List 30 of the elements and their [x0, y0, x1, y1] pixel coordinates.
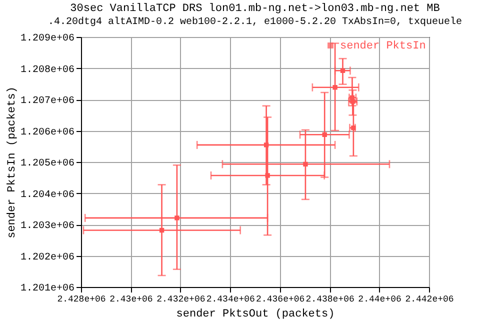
chart-title: 30sec VanillaTCP DRS lon01.mb-ng.net->lon03.mb-ng.net MB — [70, 3, 440, 15]
y-tick-label: 1.206e+06 — [20, 127, 74, 138]
y-tick-label: 1.207e+06 — [20, 96, 74, 107]
point — [264, 142, 269, 148]
point — [303, 162, 308, 166]
x-tick-label: 2.436e+06 — [256, 294, 305, 304]
x-tick-label: 2.442e+06 — [405, 294, 454, 304]
point — [340, 68, 346, 73]
point — [159, 228, 164, 233]
y-tick-label: 1.204e+06 — [20, 190, 74, 201]
x-tick-label: 2.434e+06 — [206, 294, 255, 304]
y-axis-title: sender PktsIn (packets) — [6, 86, 18, 238]
y-tick-label: 1.202e+06 — [20, 252, 74, 264]
y-tick-label: 1.201e+06 — [20, 284, 74, 294]
point — [174, 216, 180, 220]
point — [265, 173, 270, 178]
y-tick-label: 1.205e+06 — [20, 158, 74, 170]
x-tick-label: 2.438e+06 — [306, 294, 354, 304]
y-tick-label: 1.203e+06 — [20, 221, 74, 232]
y-tick-label: 1.209e+06 — [20, 34, 74, 44]
x-tick-label: 2.428e+06 — [57, 294, 106, 304]
x-tick-label: 2.432e+06 — [156, 294, 206, 304]
chart-subtitle: .4.20dtg4 altAIMD-0.2 web100-2.2.1, e1000-5.2.20 TxAbsIn=0, txqueuele — [48, 16, 462, 28]
x-tick-label: 2.44e+06 — [358, 294, 402, 304]
point — [332, 85, 338, 90]
point — [322, 132, 327, 137]
x-tick-label: 2.43e+06 — [110, 294, 153, 304]
x-axis-title: sender PktsOut (packets) — [176, 308, 335, 320]
y-tick-label: 1.208e+06 — [20, 64, 74, 76]
legend-label: sender PktsIn — [340, 40, 426, 52]
